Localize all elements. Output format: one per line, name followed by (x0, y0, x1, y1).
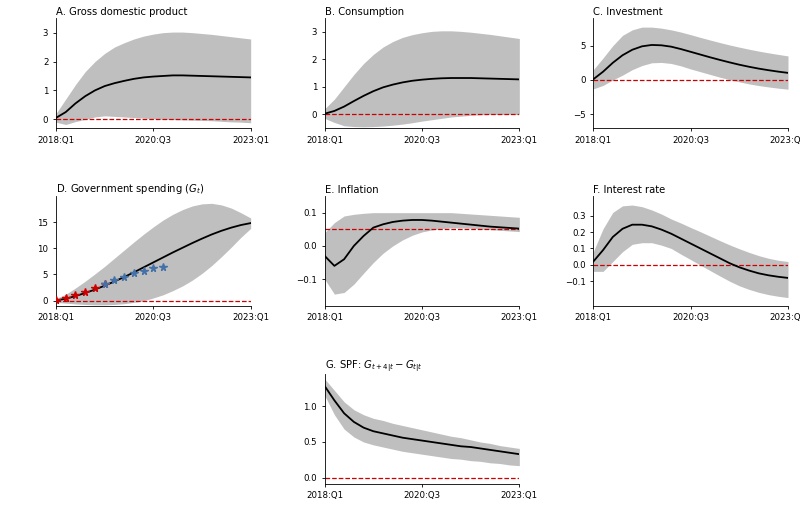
Text: A. Gross domestic product: A. Gross domestic product (56, 7, 187, 17)
Text: G. SPF: $G_{t+4|t}-G_{t|t}$: G. SPF: $G_{t+4|t}-G_{t|t}$ (325, 358, 422, 374)
Text: D. Government spending ($G_t$): D. Government spending ($G_t$) (56, 182, 205, 196)
Text: E. Inflation: E. Inflation (325, 185, 378, 194)
Text: B. Consumption: B. Consumption (325, 7, 404, 17)
Text: F. Interest rate: F. Interest rate (594, 185, 666, 194)
Text: C. Investment: C. Investment (594, 7, 663, 17)
